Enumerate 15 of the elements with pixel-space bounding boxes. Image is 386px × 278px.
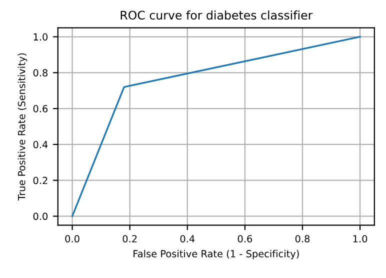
x-tick-label: 0.6 — [238, 235, 252, 242]
x-tick-label: 0.2 — [122, 235, 137, 242]
x-tick-label: 0.8 — [295, 235, 310, 242]
x-tick-label: 1.0 — [353, 235, 368, 242]
x-tick-label: 0.0 — [65, 235, 80, 242]
y-tick-label: 0.0 — [33, 212, 48, 220]
y-tick-label: 0.2 — [33, 176, 48, 184]
x-axis-title: False Positive Rate (1 - Specificity) — [134, 250, 299, 260]
y-tick-label: 1.0 — [34, 33, 48, 41]
chart-title: ROC curve for diabetes classifier — [120, 10, 313, 20]
y-tick-label: 0.6 — [33, 105, 48, 112]
y-tick-label: 0.4 — [33, 140, 48, 148]
y-axis-title: True Positive Rate (Sensitivity) — [18, 53, 28, 200]
y-tick-label: 0.8 — [33, 69, 48, 76]
x-tick-label: 0.4 — [180, 235, 195, 242]
